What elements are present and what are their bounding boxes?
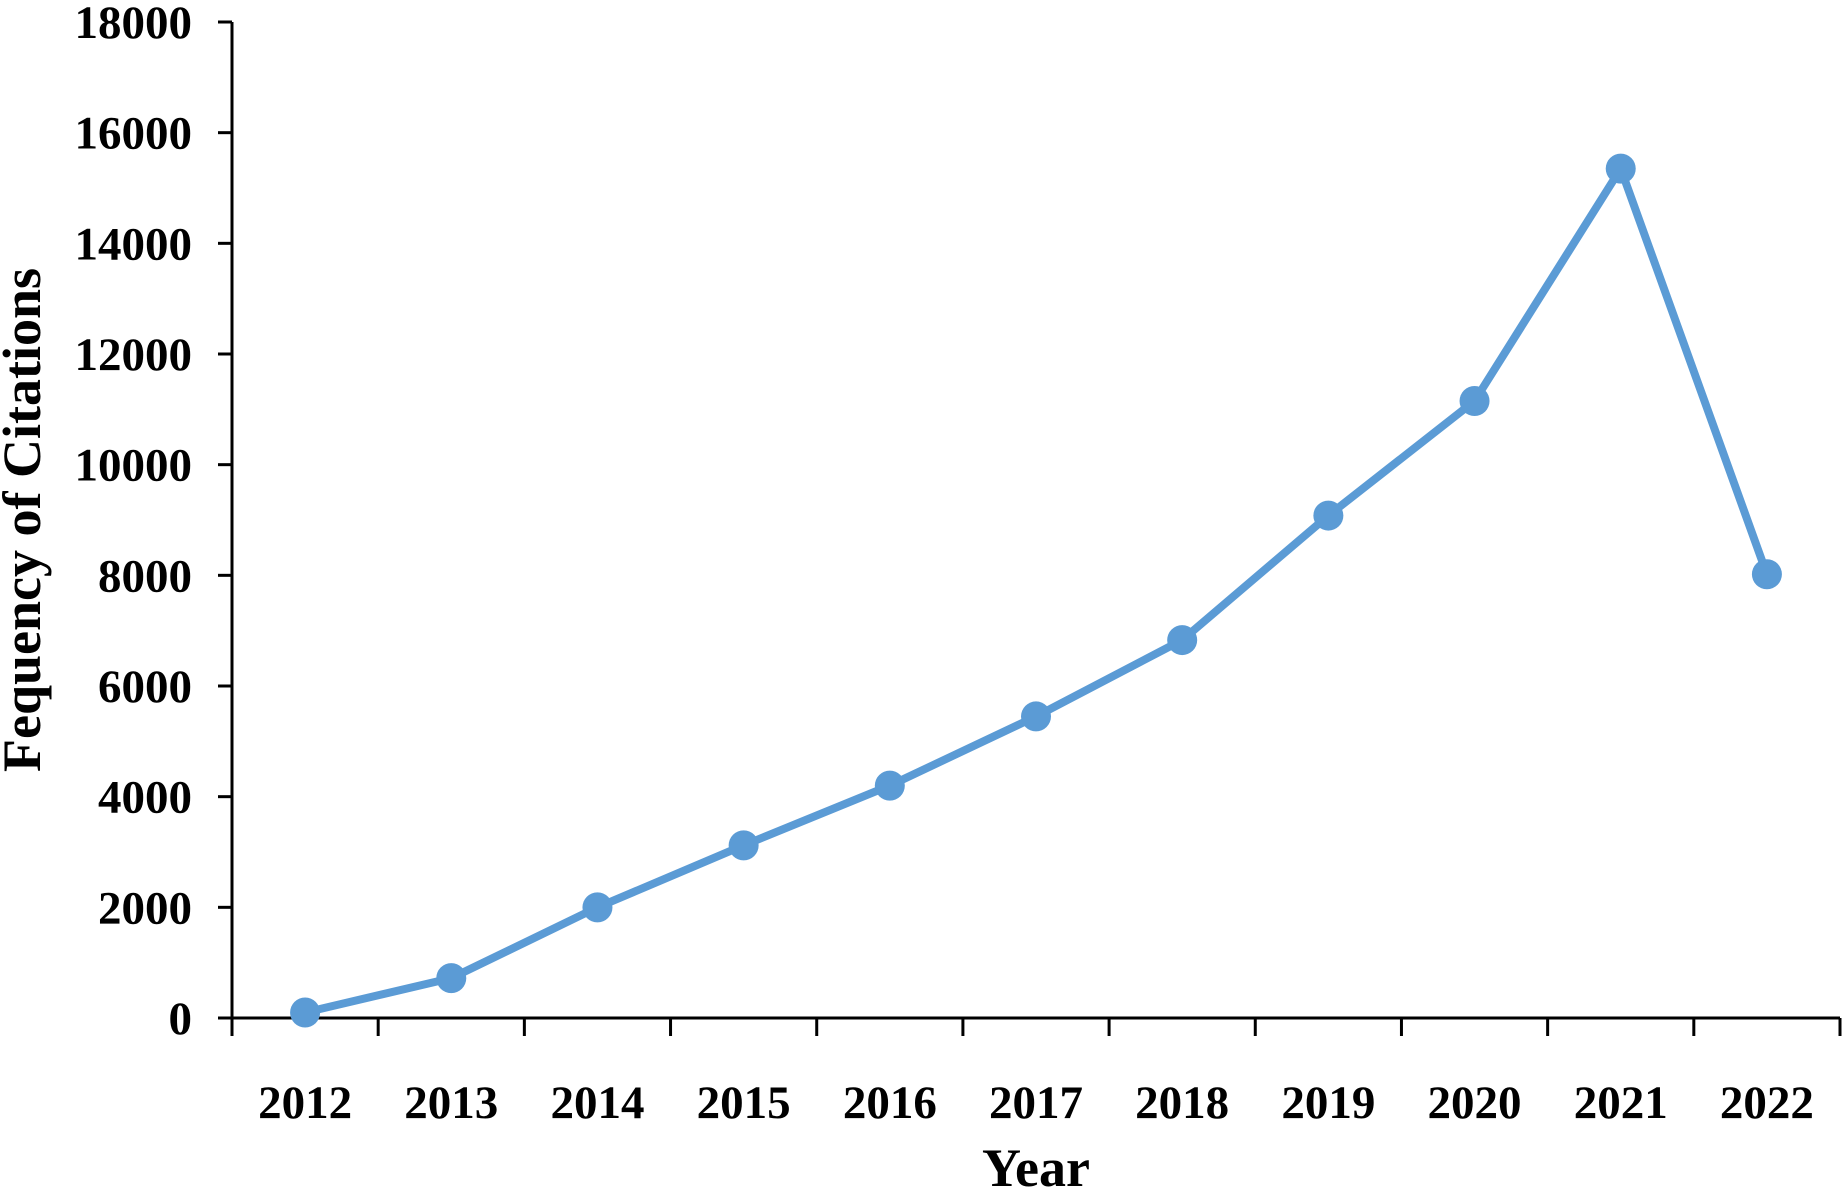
x-tick-label: 2019 (1281, 1077, 1375, 1129)
data-point (874, 770, 905, 801)
x-axis-ticks: 2012 2013 2014 2015 2016 2017 2018 2019 2020 2021… (230, 1018, 1842, 1129)
x-tick-label: 2018 (1135, 1077, 1229, 1129)
x-tick-label: 2015 (697, 1077, 791, 1129)
y-tick-label: 10000 (75, 440, 193, 492)
data-point (436, 963, 467, 994)
y-tick-label: 14000 (75, 218, 193, 270)
data-point (1605, 153, 1636, 184)
y-tick-label: 4000 (98, 772, 192, 824)
y-tick-label: 16000 (75, 108, 193, 160)
x-tick-label: 2014 (550, 1077, 644, 1129)
y-tick-label: 2000 (98, 882, 192, 934)
data-point (728, 830, 759, 861)
series-layer (290, 153, 1782, 1028)
y-tick-label: 8000 (98, 550, 192, 602)
y-axis-ticks: 0 2000 4000 6000 8000 10000 12000 14000 16000 180… (75, 0, 232, 1045)
data-point (290, 997, 321, 1028)
x-tick-label: 2020 (1428, 1077, 1522, 1129)
x-axis-title: Year (982, 1138, 1090, 1189)
data-point (1021, 701, 1051, 732)
data-point (582, 892, 613, 923)
y-tick-label: 6000 (98, 661, 192, 713)
series-line (304, 164, 1771, 1017)
data-point (1459, 386, 1490, 417)
y-tick-label: 0 (169, 993, 193, 1045)
data-point (1167, 625, 1198, 656)
x-tick-label: 2016 (843, 1077, 937, 1129)
y-axis-title: Fequency of Citations (0, 268, 52, 772)
x-tick-label: 2017 (989, 1077, 1083, 1129)
x-tick-label: 2022 (1720, 1077, 1814, 1129)
x-tick-label: 2021 (1574, 1077, 1668, 1129)
y-tick-label: 18000 (75, 0, 193, 49)
y-tick-label: 12000 (75, 329, 193, 381)
x-tick-label: 2012 (258, 1077, 352, 1129)
x-tick-label: 2013 (404, 1077, 498, 1129)
data-point (1751, 559, 1782, 590)
data-point (1313, 500, 1344, 531)
